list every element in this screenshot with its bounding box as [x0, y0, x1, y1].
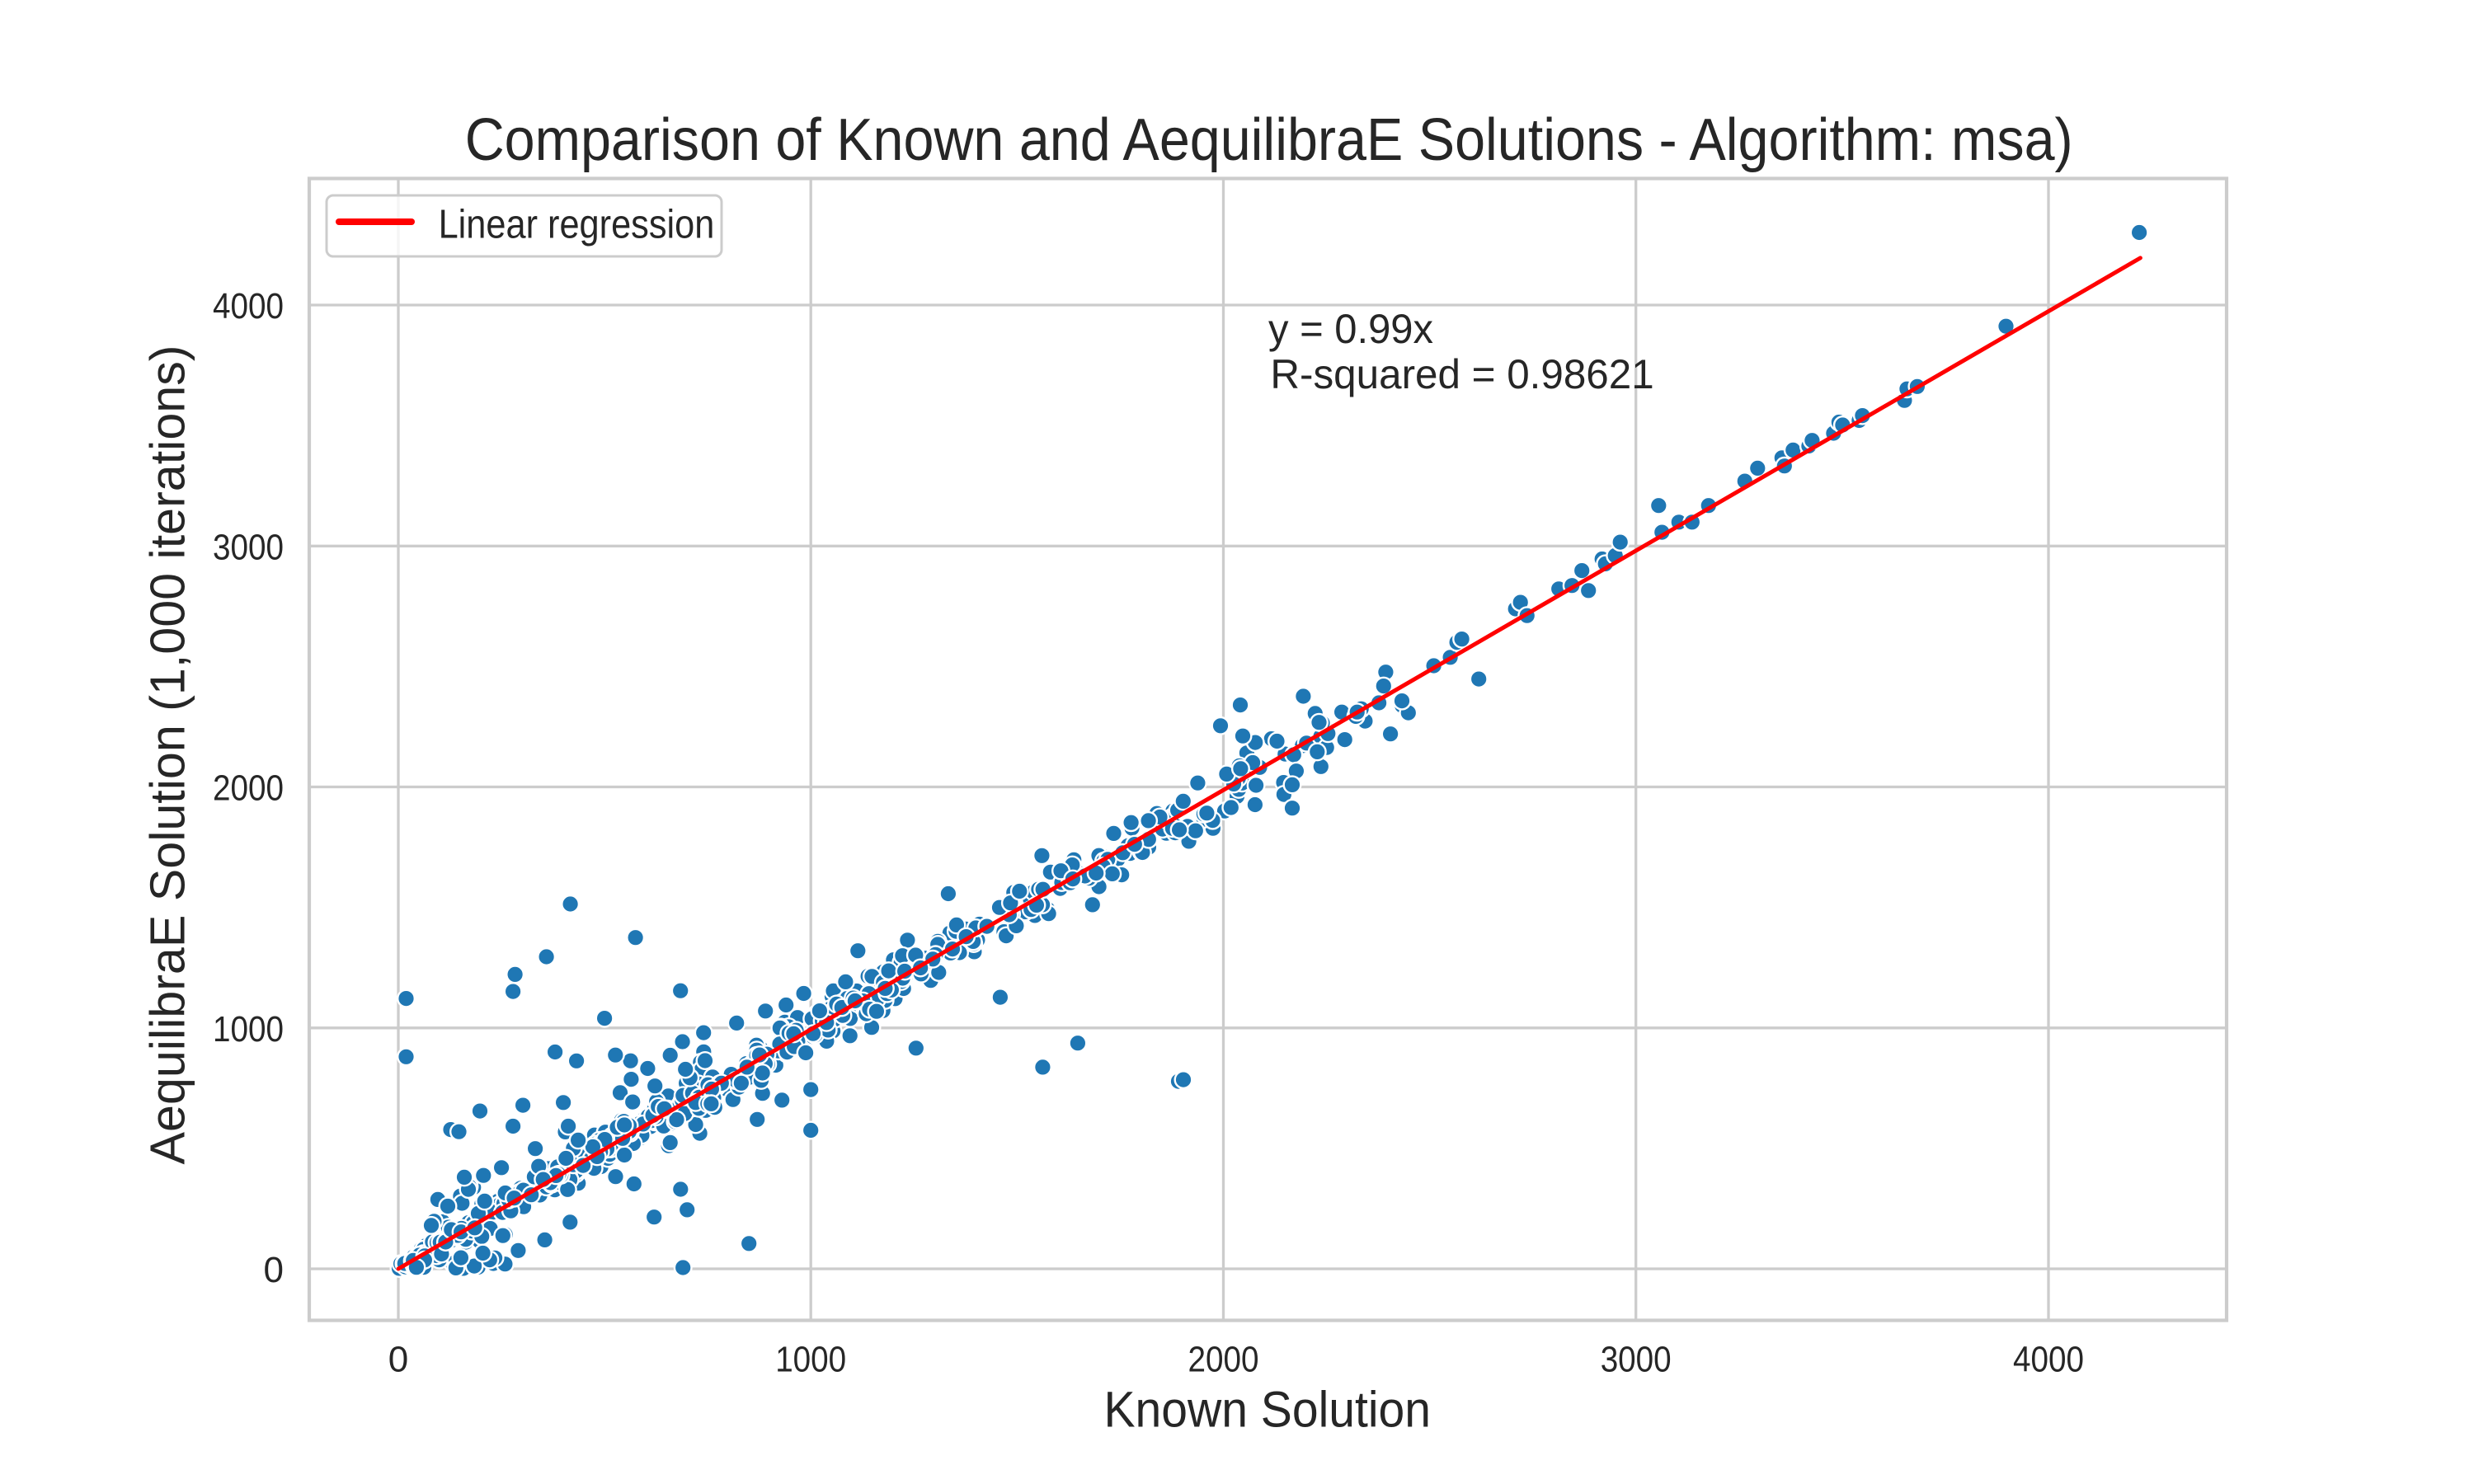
svg-text:Linear regression: Linear regression [439, 202, 715, 247]
svg-text:1000: 1000 [775, 1340, 846, 1380]
svg-text:3000: 3000 [213, 527, 284, 567]
svg-text:0: 0 [388, 1340, 408, 1380]
svg-text:4000: 4000 [213, 286, 284, 326]
svg-text:1000: 1000 [213, 1009, 284, 1050]
svg-text:Known Solution: Known Solution [1104, 1381, 1432, 1438]
svg-text:4000: 4000 [2013, 1340, 2084, 1380]
svg-text:AequilibraE Solution (1,000 it: AequilibraE Solution (1,000 iterations) [140, 345, 195, 1165]
svg-text:3000: 3000 [1601, 1340, 1672, 1380]
svg-text:0: 0 [264, 1250, 284, 1290]
svg-text:Comparison of Known and Aequil: Comparison of Known and AequilibraE Solu… [465, 107, 2073, 173]
svg-text:R-squared = 0.98621: R-squared = 0.98621 [1270, 351, 1653, 397]
svg-text:2000: 2000 [1188, 1340, 1259, 1380]
svg-text:2000: 2000 [213, 768, 284, 809]
svg-text:y = 0.99x: y = 0.99x [1268, 306, 1433, 352]
